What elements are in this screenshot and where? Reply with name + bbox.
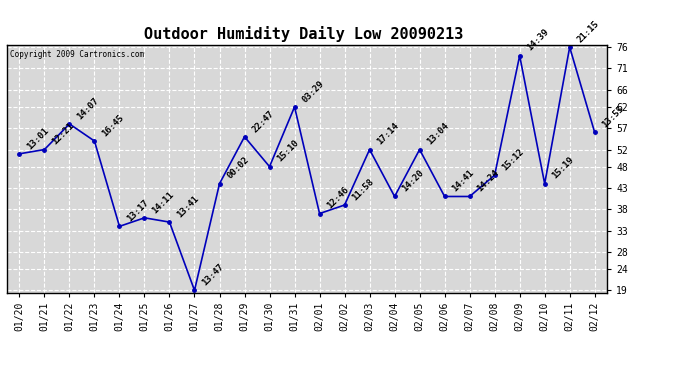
Text: 15:10: 15:10 (275, 138, 300, 164)
Text: 15:19: 15:19 (550, 156, 575, 181)
Text: Copyright 2009 Cartronics.com: Copyright 2009 Cartronics.com (10, 50, 144, 59)
Text: 12:46: 12:46 (325, 185, 351, 211)
Text: 22:47: 22:47 (250, 109, 275, 134)
Text: 14:20: 14:20 (400, 168, 426, 194)
Text: 21:15: 21:15 (575, 19, 600, 44)
Text: 13:04: 13:04 (425, 122, 451, 147)
Text: 17:14: 17:14 (375, 122, 400, 147)
Text: 13:17: 13:17 (125, 198, 150, 223)
Text: 13:47: 13:47 (200, 262, 226, 288)
Text: 12:21: 12:21 (50, 122, 75, 147)
Text: 14:39: 14:39 (525, 27, 551, 53)
Text: 16:45: 16:45 (100, 113, 126, 138)
Text: 14:41: 14:41 (450, 168, 475, 194)
Text: 14:24: 14:24 (475, 168, 500, 194)
Text: Outdoor Humidity Daily Low 20090213: Outdoor Humidity Daily Low 20090213 (144, 26, 463, 42)
Text: 03:29: 03:29 (300, 79, 326, 104)
Text: 13:55: 13:55 (600, 104, 626, 130)
Text: 14:11: 14:11 (150, 190, 175, 215)
Text: 15:12: 15:12 (500, 147, 526, 172)
Text: 00:02: 00:02 (225, 156, 250, 181)
Text: 13:41: 13:41 (175, 194, 200, 219)
Text: 13:01: 13:01 (25, 126, 50, 151)
Text: 14:07: 14:07 (75, 96, 100, 121)
Text: 11:58: 11:58 (350, 177, 375, 202)
